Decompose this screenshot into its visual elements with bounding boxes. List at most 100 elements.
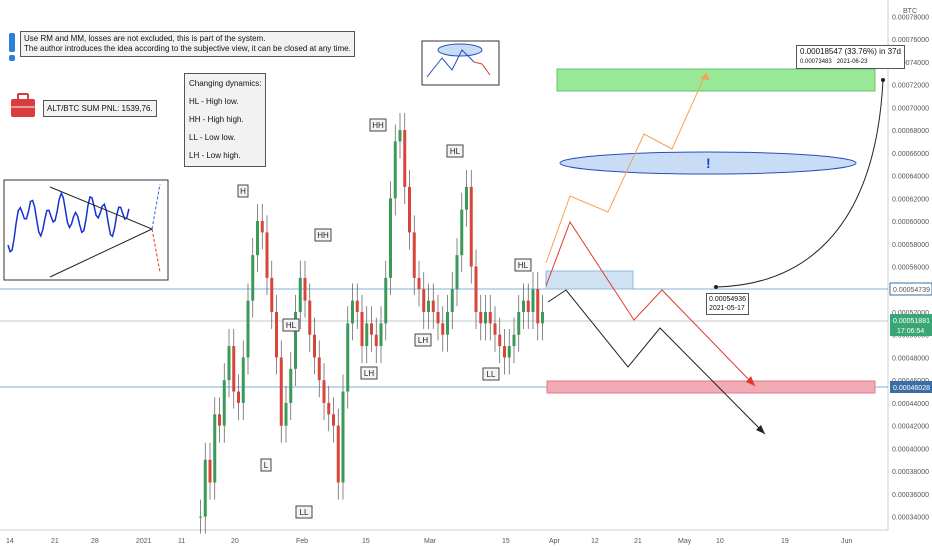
candles[interactable] bbox=[199, 113, 544, 534]
candle-body[interactable] bbox=[308, 300, 312, 335]
candle-body[interactable] bbox=[294, 311, 297, 369]
candle-body[interactable] bbox=[336, 425, 340, 483]
target-curve[interactable] bbox=[715, 79, 884, 288]
candle-body[interactable] bbox=[522, 300, 525, 312]
candle-body[interactable] bbox=[479, 311, 483, 324]
candle-body[interactable] bbox=[374, 334, 378, 347]
neutral-projection[interactable] bbox=[547, 289, 766, 435]
candle-body[interactable] bbox=[256, 221, 259, 256]
candle-body[interactable] bbox=[403, 130, 407, 187]
candle-body[interactable] bbox=[351, 300, 354, 324]
time-tick: 21 bbox=[634, 538, 642, 545]
candle-body[interactable] bbox=[260, 221, 264, 233]
candle-body[interactable] bbox=[275, 311, 278, 358]
candle-body[interactable] bbox=[393, 141, 397, 199]
candle-body[interactable] bbox=[493, 323, 497, 335]
candle-body[interactable] bbox=[398, 130, 402, 142]
stop-zone[interactable] bbox=[546, 380, 876, 394]
candle-body[interactable] bbox=[431, 300, 435, 312]
candle-body[interactable] bbox=[313, 334, 316, 358]
candle-body[interactable] bbox=[512, 334, 516, 347]
candle-body[interactable] bbox=[526, 300, 530, 312]
candle-body[interactable] bbox=[222, 380, 226, 426]
candle-body[interactable] bbox=[341, 391, 345, 483]
candle-body[interactable] bbox=[218, 414, 221, 426]
candle-body[interactable] bbox=[503, 346, 506, 358]
candle-body[interactable] bbox=[450, 289, 454, 312]
candle-body[interactable] bbox=[427, 300, 430, 312]
price-tick: 0.00062000 bbox=[892, 196, 929, 203]
candle-body[interactable] bbox=[232, 346, 236, 392]
price-tick: 0.00050000 bbox=[892, 333, 929, 340]
candle-body[interactable] bbox=[346, 323, 350, 392]
pattern-label: LH bbox=[364, 369, 374, 378]
candle-body[interactable] bbox=[203, 459, 207, 517]
bull-projection[interactable] bbox=[545, 72, 707, 264]
candle-body[interactable] bbox=[384, 277, 388, 324]
candle-body[interactable] bbox=[507, 346, 511, 358]
candle-body[interactable] bbox=[322, 380, 326, 403]
candle-body[interactable] bbox=[241, 357, 245, 403]
resistance-price-label bbox=[889, 282, 932, 296]
candle-body[interactable] bbox=[298, 277, 302, 312]
pattern-label-box bbox=[260, 458, 272, 472]
candle-body[interactable] bbox=[237, 391, 240, 403]
dynamics-item-hl: HL - High low. bbox=[189, 97, 239, 106]
candle-body[interactable] bbox=[246, 300, 250, 358]
candle-body[interactable] bbox=[279, 357, 283, 426]
candle-body[interactable] bbox=[474, 266, 478, 312]
exclamation-text: ! bbox=[706, 155, 711, 171]
candle-body[interactable] bbox=[213, 414, 217, 483]
briefcase-icon bbox=[11, 93, 35, 117]
candle-body[interactable] bbox=[498, 334, 502, 347]
time-tick: 14 bbox=[6, 538, 14, 545]
bull-arrowhead bbox=[700, 73, 710, 80]
candle-body[interactable] bbox=[370, 323, 373, 335]
candle-body[interactable] bbox=[465, 186, 468, 210]
pattern-label: LL bbox=[487, 370, 496, 379]
candle-body[interactable] bbox=[469, 186, 473, 267]
candle-body[interactable] bbox=[332, 414, 335, 426]
candle-body[interactable] bbox=[412, 232, 416, 278]
candle-body[interactable] bbox=[327, 402, 331, 415]
candle-body[interactable] bbox=[208, 459, 212, 483]
candle-body[interactable] bbox=[455, 255, 459, 290]
pattern-label-box bbox=[360, 366, 378, 380]
candle-body[interactable] bbox=[536, 289, 540, 324]
candle-body[interactable] bbox=[417, 277, 421, 290]
candle-body[interactable] bbox=[541, 311, 544, 324]
bear-projection[interactable] bbox=[545, 220, 756, 387]
candle-body[interactable] bbox=[484, 311, 487, 324]
dynamics-title: Changing dynamics: bbox=[189, 79, 262, 88]
candle-body[interactable] bbox=[436, 311, 440, 324]
candle-body[interactable] bbox=[408, 186, 411, 233]
candle-body[interactable] bbox=[289, 368, 293, 403]
candle-body[interactable] bbox=[531, 289, 535, 312]
header-line-1: Use RM and MM, losses are not excluded, … bbox=[24, 34, 266, 43]
candle-body[interactable] bbox=[360, 311, 364, 347]
candle-body[interactable] bbox=[251, 255, 255, 301]
target-zone[interactable] bbox=[556, 68, 876, 92]
time-tick: Apr bbox=[549, 538, 561, 545]
candle-body[interactable] bbox=[265, 232, 269, 278]
candle-body[interactable] bbox=[389, 198, 392, 278]
candle-body[interactable] bbox=[446, 311, 449, 335]
candle-body[interactable] bbox=[365, 323, 369, 347]
time-tick: Feb bbox=[296, 538, 308, 545]
candle-body[interactable] bbox=[284, 402, 288, 426]
candle-body[interactable] bbox=[355, 300, 359, 312]
candle-body[interactable] bbox=[517, 311, 521, 335]
candle-body[interactable] bbox=[270, 277, 274, 312]
entry-zone[interactable] bbox=[545, 270, 634, 290]
candle-body[interactable] bbox=[422, 289, 426, 312]
candle-body[interactable] bbox=[379, 323, 383, 347]
candle-body[interactable] bbox=[441, 323, 445, 335]
candle-body[interactable] bbox=[303, 277, 307, 301]
candle-body[interactable] bbox=[488, 311, 492, 324]
focus-ellipse[interactable] bbox=[559, 151, 857, 175]
candle-body[interactable] bbox=[199, 516, 202, 518]
candle-body[interactable] bbox=[227, 346, 231, 381]
candle-body[interactable] bbox=[460, 209, 464, 256]
candle-body[interactable] bbox=[317, 357, 321, 381]
